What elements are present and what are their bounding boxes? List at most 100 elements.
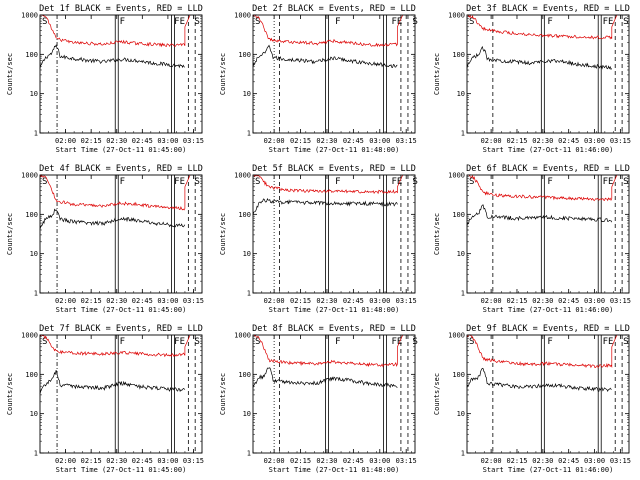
y-tick-label: 10 <box>30 410 38 418</box>
chart-title: Det 9f BLACK = Events, RED = LLD <box>466 324 630 334</box>
events-series-line <box>466 45 613 70</box>
chart-panel-2: Det 2f BLACK = Events, RED = LLD Counts/s… <box>219 4 418 154</box>
x-axis-label: Start Time (27-Oct-11 01:48:00) <box>269 146 400 154</box>
x-axis-label: Start Time (27-Oct-11 01:45:00) <box>56 146 187 154</box>
x-tick-label: 03:15 <box>396 457 417 465</box>
flag-label-s: S <box>42 17 47 27</box>
x-tick-label: 02:15 <box>506 297 527 305</box>
events-series-line <box>252 367 398 389</box>
y-tick-label: 10 <box>30 90 38 98</box>
y-tick-label: 10 <box>243 410 251 418</box>
y-axis-label: Counts/sec <box>433 53 441 95</box>
flag-label-s: S <box>623 337 628 347</box>
flag-label-f: F <box>547 17 552 27</box>
x-tick-label: 02:45 <box>132 297 153 305</box>
x-tick-label: 02:15 <box>506 137 527 145</box>
chart-title: Det 3f BLACK = Events, RED = LLD <box>466 4 630 14</box>
chart-panel-1: Det 1f BLACK = Events, RED = LLD Counts/s… <box>6 4 204 154</box>
x-tick-label: 02:15 <box>81 137 102 145</box>
y-tick-label: 1 <box>461 130 465 138</box>
flag-label-s: S <box>623 177 628 187</box>
y-tick-label: 1000 <box>21 12 38 20</box>
flag-label-fe: FE <box>603 177 614 187</box>
y-axis-label: Counts/sec <box>6 373 14 415</box>
x-tick-label: 03:00 <box>369 297 390 305</box>
chart-panel-5: Det 5f BLACK = Events, RED = LLD Counts/s… <box>219 164 418 314</box>
events-series-line <box>466 204 613 226</box>
x-axis-label: Start Time (27-Oct-11 01:46:00) <box>483 306 614 314</box>
x-tick-label: 02:00 <box>481 457 502 465</box>
flag-label-s: S <box>42 177 47 187</box>
x-tick-label: 02:00 <box>55 297 76 305</box>
y-tick-label: 1 <box>247 130 251 138</box>
y-axis-label: Counts/sec <box>6 53 14 95</box>
x-tick-label: 02:15 <box>81 457 102 465</box>
chart-panel-6: Det 6f BLACK = Events, RED = LLD Counts/s… <box>433 164 631 314</box>
y-axis-label: Counts/sec <box>219 213 227 255</box>
x-tick-label: 03:15 <box>183 457 204 465</box>
chart-panel-7: Det 7f BLACK = Events, RED = LLD Counts/s… <box>6 324 204 474</box>
x-axis-label: Start Time (27-Oct-11 01:48:00) <box>269 306 400 314</box>
flag-label-f: F <box>335 177 340 187</box>
y-axis-label: Counts/sec <box>6 213 14 255</box>
y-tick-label: 1000 <box>448 172 465 180</box>
chart-title: Det 4f BLACK = Events, RED = LLD <box>39 164 203 174</box>
x-tick-label: 03:00 <box>157 297 178 305</box>
x-tick-label: 02:15 <box>290 297 311 305</box>
x-tick-label: 02:45 <box>132 457 153 465</box>
flag-label-s: S <box>42 337 47 347</box>
flag-label-f: F <box>120 337 125 347</box>
flag-label-s: S <box>469 337 474 347</box>
y-tick-label: 1000 <box>234 172 251 180</box>
chart-title: Det 2f BLACK = Events, RED = LLD <box>252 4 416 14</box>
x-tick-label: 02:30 <box>316 297 337 305</box>
y-tick-label: 100 <box>25 51 38 59</box>
x-tick-label: 03:00 <box>157 137 178 145</box>
x-tick-label: 02:15 <box>506 457 527 465</box>
flag-label-s: S <box>623 17 628 27</box>
plot-frame <box>466 174 630 294</box>
x-axis-label: Start Time (27-Oct-11 01:46:00) <box>483 466 614 474</box>
x-tick-label: 03:00 <box>369 137 390 145</box>
y-tick-label: 100 <box>238 371 251 379</box>
x-tick-label: 02:15 <box>290 457 311 465</box>
x-tick-label: 02:30 <box>106 297 127 305</box>
chart-title: Det 5f BLACK = Events, RED = LLD <box>252 164 416 174</box>
x-tick-label: 02:00 <box>264 297 285 305</box>
flag-label-fe: FE <box>603 17 614 27</box>
plot-frame <box>252 14 416 134</box>
x-tick-label: 02:30 <box>532 297 553 305</box>
x-axis-label: Start Time (27-Oct-11 01:48:00) <box>269 466 400 474</box>
y-axis-label: Counts/sec <box>433 373 441 415</box>
y-tick-label: 1 <box>247 290 251 298</box>
lld-series-line <box>39 334 191 358</box>
flag-label-fe: FE <box>391 177 402 187</box>
flag-label-f: F <box>547 177 552 187</box>
x-tick-label: 02:30 <box>106 137 127 145</box>
x-tick-label: 03:00 <box>584 137 605 145</box>
y-tick-label: 1 <box>34 290 38 298</box>
plot-frame <box>39 334 203 454</box>
x-tick-label: 03:00 <box>584 297 605 305</box>
flag-label-fe: FE <box>391 17 402 27</box>
x-tick-label: 02:30 <box>532 457 553 465</box>
chart-title: Det 6f BLACK = Events, RED = LLD <box>466 164 630 174</box>
events-series-line <box>39 208 186 230</box>
x-tick-label: 03:00 <box>157 457 178 465</box>
lld-series-line <box>252 174 404 195</box>
x-tick-label: 03:15 <box>396 297 417 305</box>
flag-label-s: S <box>255 337 260 347</box>
flag-label-s: S <box>469 17 474 27</box>
chart-panel-3: Det 3f BLACK = Events, RED = LLD Counts/s… <box>433 4 631 154</box>
y-tick-label: 1 <box>34 130 38 138</box>
events-series-line <box>252 44 398 68</box>
y-tick-label: 10 <box>457 250 465 258</box>
plot-frame <box>252 334 416 454</box>
x-tick-label: 02:00 <box>481 297 502 305</box>
y-tick-label: 1 <box>461 450 465 458</box>
y-tick-label: 10 <box>457 410 465 418</box>
x-tick-label: 02:00 <box>264 457 285 465</box>
flag-label-fe: FE <box>603 337 614 347</box>
events-series-line <box>39 370 186 394</box>
chart-title: Det 8f BLACK = Events, RED = LLD <box>252 324 416 334</box>
